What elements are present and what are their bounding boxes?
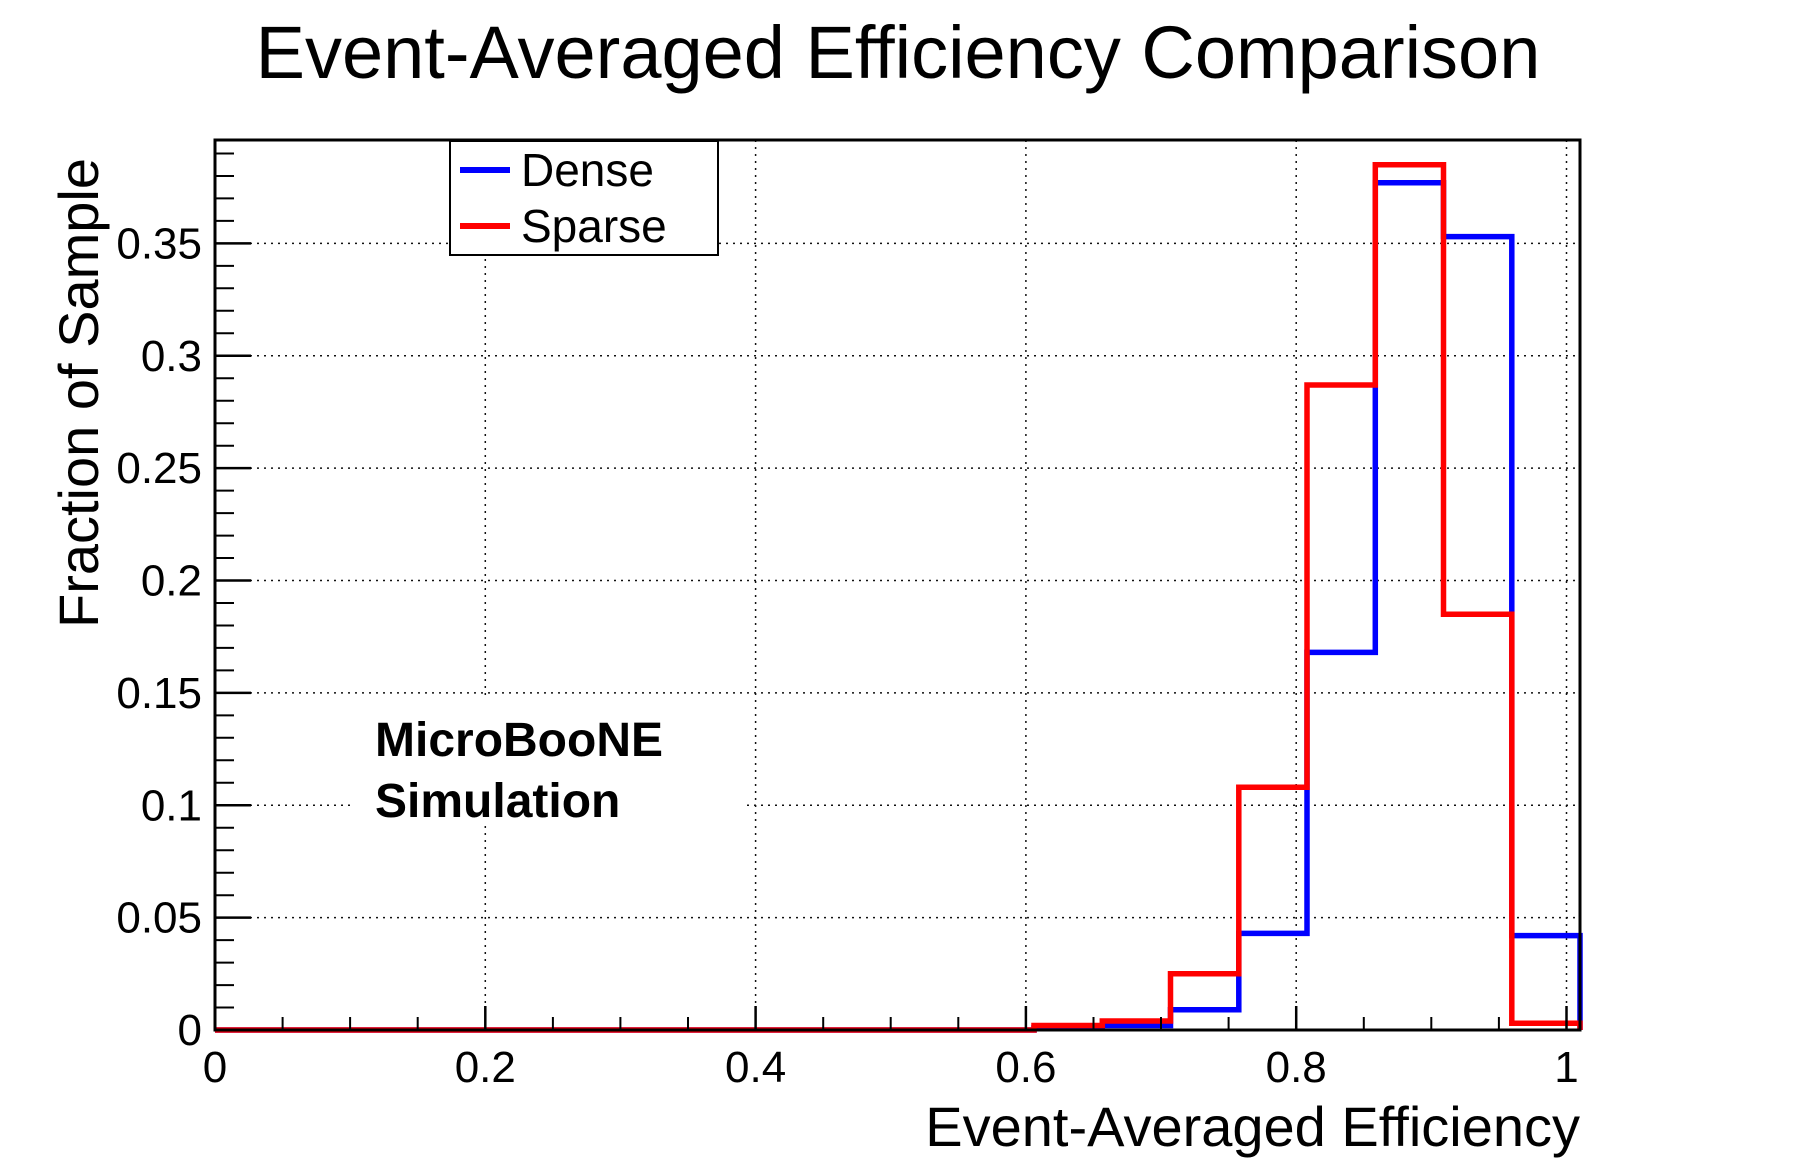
x-tick-label: 0.6: [995, 1043, 1056, 1092]
y-tick-label: 0.1: [141, 781, 202, 830]
plot-frame: [213, 138, 1582, 1032]
legend-entry-sparse: Sparse: [451, 198, 717, 254]
y-tick-label: 0.25: [116, 444, 202, 493]
x-tick-label: 0.4: [725, 1043, 786, 1092]
y-tick-label: 0: [178, 1006, 202, 1055]
x-tick-label: 1: [1554, 1043, 1578, 1092]
legend-label-dense: Dense: [521, 144, 654, 196]
chart-title: Event-Averaged Efficiency Comparison: [255, 11, 1541, 94]
y-tick-label: 0.35: [116, 219, 202, 268]
legend-label-sparse: Sparse: [521, 200, 667, 252]
x-tick-label: 0: [203, 1043, 227, 1092]
y-tick-label: 0.05: [116, 894, 202, 943]
x-tick-label: 0.8: [1266, 1043, 1327, 1092]
legend-sample-line-sparse: [460, 223, 510, 229]
x-axis-title: Event-Averaged Efficiency: [925, 1095, 1580, 1158]
watermark-line2: Simulation: [375, 775, 621, 828]
watermark-line1: MicroBooNE: [375, 714, 663, 767]
y-tick-label: 0.15: [116, 669, 202, 718]
y-tick-label: 0.3: [141, 332, 202, 381]
y-tick-label: 0.2: [141, 557, 202, 606]
legend: Dense Sparse: [449, 140, 719, 256]
x-tick-label: 0.2: [455, 1043, 516, 1092]
legend-sample-line-dense: [460, 167, 510, 173]
legend-entry-dense: Dense: [451, 142, 717, 198]
y-axis-title: Fraction of Sample: [47, 158, 110, 628]
watermark-label: MicroBooNE Simulation: [353, 700, 745, 828]
